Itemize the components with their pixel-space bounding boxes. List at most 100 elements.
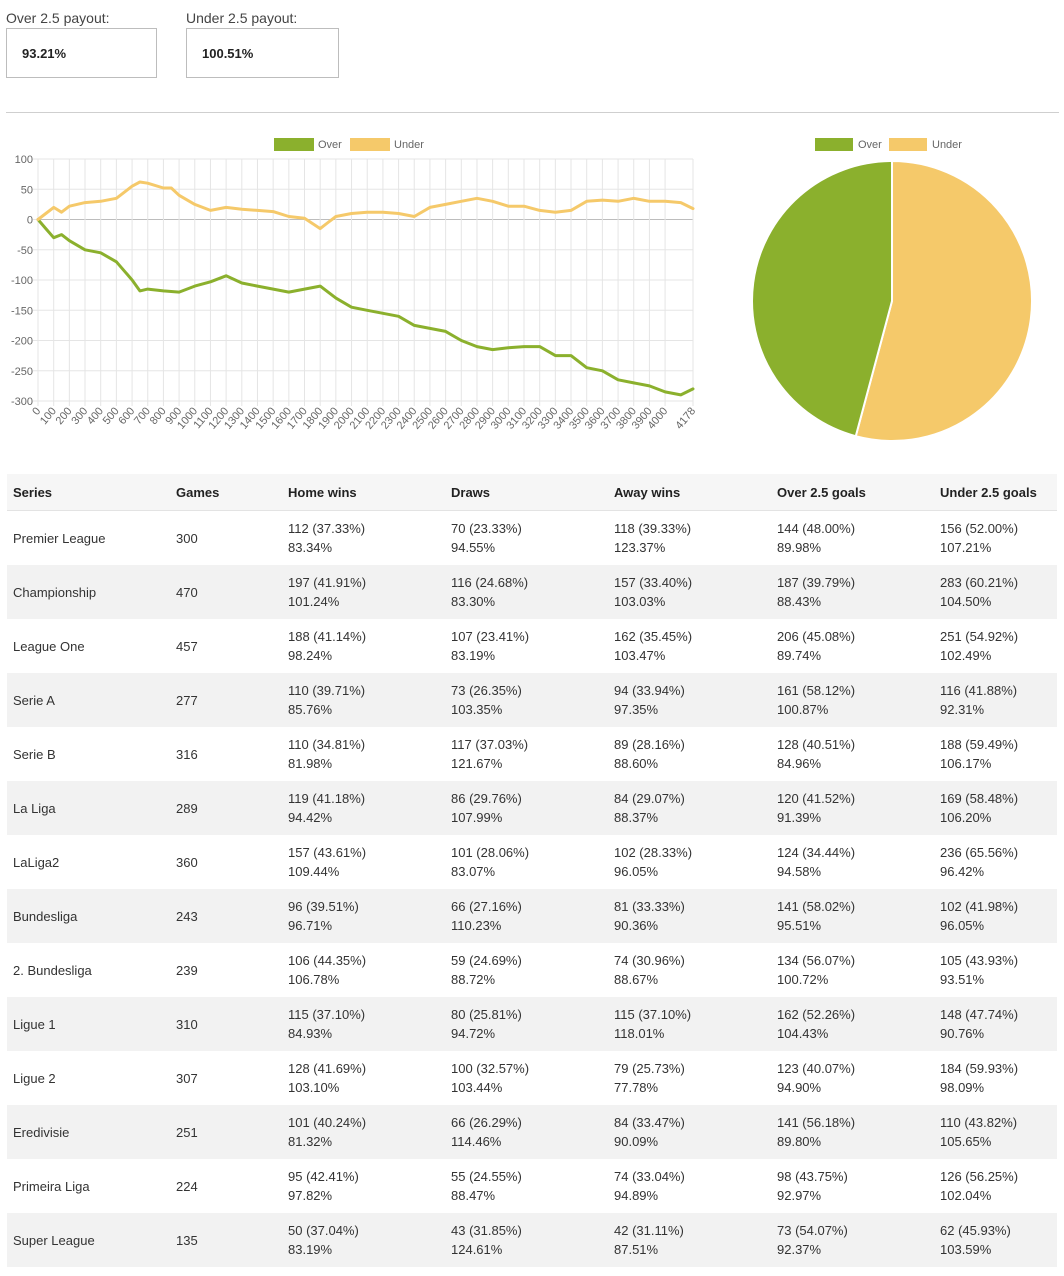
table-row: Super League 135 50 (37.04%) 83.19% 43 (31.8… [7, 1213, 1057, 1267]
cell-payout: 96.71% [288, 918, 333, 933]
cell-draws: 100 (32.57%) 103.44% [445, 1051, 608, 1105]
cell-payout: 85.76% [288, 702, 333, 717]
cell-games: 360 [176, 854, 198, 870]
cell-games: 251 [170, 1105, 282, 1159]
cell-over-goals: 187 (39.79%) 88.43% [771, 565, 934, 619]
cell-home-wins: 112 (37.33%) 83.34% [282, 511, 445, 566]
legend-label-under: Under [394, 139, 424, 151]
cell-count-percent: 124 (34.44%) [777, 845, 856, 860]
cell-count-percent: 100 (32.57%) [451, 1061, 530, 1076]
cell-under-goals: 236 (65.56%) 96.42% [934, 835, 1057, 889]
cell-under-goals: 169 (58.48%) 106.20% [934, 781, 1057, 835]
cell-home-wins: 50 (37.04%) 83.19% [282, 1213, 445, 1267]
y-tick-label: 50 [21, 184, 33, 196]
cell-away-wins: 157 (33.40%) 103.03% [608, 565, 771, 619]
cell-payout: 105.65% [940, 1134, 992, 1149]
header-series: Series [7, 474, 170, 511]
cell-payout: 89.74% [777, 648, 822, 663]
cell-under-goals: 184 (59.93%) 98.09% [934, 1051, 1057, 1105]
cell-series: Serie B [13, 746, 56, 762]
cell-payout: 81.98% [288, 756, 333, 771]
cell-payout: 100.87% [777, 702, 829, 717]
cell-count-percent: 110 (34.81%) [288, 737, 366, 752]
cell-payout: 104.43% [777, 1026, 829, 1041]
cell-count-percent: 110 (39.71%) [288, 683, 366, 698]
cell-over-goals: 73 (54.07%) 92.37% [771, 1213, 934, 1267]
cell-payout: 110.23% [451, 918, 502, 933]
cell-games: 310 [170, 997, 282, 1051]
cell-count-percent: 236 (65.56%) [940, 845, 1019, 860]
league-stats-table: Series Games Home wins Draws Away wins O… [7, 474, 1057, 1267]
cell-count-percent: 102 (41.98%) [940, 899, 1019, 914]
cell-payout: 98.09% [940, 1080, 985, 1095]
cell-home-wins: 110 (34.81%) 81.98% [282, 727, 445, 781]
x-tick-label: 4178 [673, 405, 698, 431]
cell-count-percent: 79 (25.73%) [614, 1061, 685, 1076]
cell-home-wins: 157 (43.61%) 109.44% [282, 835, 445, 889]
cumulative-profit-line-chart: Over Under100500-50-100-150-200-250-30001… [11, 138, 698, 432]
cell-payout: 106.20% [940, 810, 992, 825]
cell-under-goals: 62 (45.93%) 103.59% [934, 1213, 1057, 1267]
cell-draws: 86 (29.76%) 107.99% [445, 781, 608, 835]
cell-count-percent: 70 (23.33%) [451, 521, 522, 536]
cell-draws: 66 (27.16%) 110.23% [445, 889, 608, 943]
cell-home-wins: 96 (39.51%) 96.71% [282, 889, 445, 943]
y-tick-label: -150 [11, 305, 33, 317]
cell-payout: 91.39% [777, 810, 822, 825]
cell-payout: 102.49% [940, 648, 992, 663]
cell-games: 300 [176, 530, 198, 546]
over-payout-value: 93.21% [22, 46, 67, 61]
cell-count-percent: 66 (26.29%) [451, 1115, 522, 1130]
cell-home-wins: 110 (39.71%) 85.76% [282, 673, 445, 727]
cell-payout: 89.98% [777, 540, 822, 555]
cell-count-percent: 162 (35.45%) [614, 629, 693, 644]
cell-count-percent: 101 (40.24%) [288, 1115, 367, 1130]
cell-under-goals: 126 (56.25%) 102.04% [934, 1159, 1057, 1213]
series-line-under [36, 180, 695, 231]
cell-count-percent: 156 (52.00%) [940, 521, 1019, 536]
cell-under-goals: 102 (41.98%) 96.05% [934, 889, 1057, 943]
cell-payout: 96.05% [614, 864, 659, 879]
cell-payout: 109.44% [288, 864, 340, 879]
cell-payout: 90.09% [614, 1134, 659, 1149]
cell-series: Ligue 2 [13, 1070, 56, 1086]
cell-count-percent: 188 (41.14%) [288, 629, 367, 644]
cell-payout: 94.58% [777, 864, 822, 879]
over-payout-label: Over 2.5 payout: [6, 10, 110, 26]
y-tick-label: -200 [11, 336, 33, 348]
cell-draws: 59 (24.69%) 88.72% [445, 943, 608, 997]
cell-series: Championship [7, 565, 170, 619]
cell-payout: 83.34% [288, 540, 333, 555]
cell-count-percent: 188 (59.49%) [940, 737, 1019, 752]
pie-legend-swatch-under [889, 138, 927, 151]
cell-payout: 94.89% [614, 1188, 659, 1203]
cell-draws: 80 (25.81%) 94.72% [445, 997, 608, 1051]
cell-over-goals: 144 (48.00%) 89.98% [771, 511, 934, 566]
cell-count-percent: 123 (40.07%) [777, 1061, 856, 1076]
cell-count-percent: 162 (52.26%) [777, 1007, 856, 1022]
cell-count-percent: 115 (37.10%) [614, 1007, 692, 1022]
header-under-goals: Under 2.5 goals [934, 474, 1057, 511]
cell-home-wins: 106 (44.35%) 106.78% [282, 943, 445, 997]
cell-count-percent: 73 (26.35%) [451, 683, 522, 698]
header-over-goals: Over 2.5 goals [771, 474, 934, 511]
cell-payout: 83.30% [451, 594, 496, 609]
cell-games: 470 [170, 565, 282, 619]
cell-payout: 102.04% [940, 1188, 992, 1203]
cell-count-percent: 50 (37.04%) [288, 1223, 359, 1238]
cell-under-goals: 105 (43.93%) 93.51% [934, 943, 1057, 997]
cell-count-percent: 62 (45.93%) [940, 1223, 1011, 1238]
cell-count-percent: 96 (39.51%) [288, 899, 359, 914]
cell-count-percent: 161 (58.12%) [777, 683, 856, 698]
cell-home-wins: 119 (41.18%) 94.42% [282, 781, 445, 835]
cell-count-percent: 116 (41.88%) [940, 683, 1018, 698]
cell-count-percent: 157 (33.40%) [614, 575, 693, 590]
header-home-wins: Home wins [282, 474, 445, 511]
cell-payout: 94.55% [451, 540, 496, 555]
cell-over-goals: 98 (43.75%) 92.97% [771, 1159, 934, 1213]
cell-count-percent: 101 (28.06%) [451, 845, 530, 860]
cell-away-wins: 102 (28.33%) 96.05% [608, 835, 771, 889]
cell-over-goals: 141 (58.02%) 95.51% [771, 889, 934, 943]
cell-draws: 117 (37.03%) 121.67% [445, 727, 608, 781]
cell-games: 243 [170, 889, 282, 943]
